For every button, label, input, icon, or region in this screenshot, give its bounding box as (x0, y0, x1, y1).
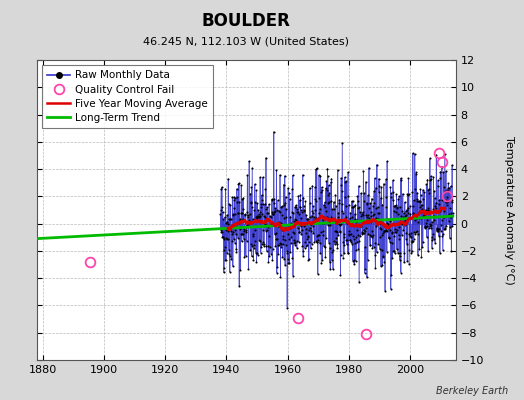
Text: BOULDER: BOULDER (202, 12, 291, 30)
Legend: Raw Monthly Data, Quality Control Fail, Five Year Moving Average, Long-Term Tren: Raw Monthly Data, Quality Control Fail, … (42, 65, 213, 128)
Text: 46.245 N, 112.103 W (United States): 46.245 N, 112.103 W (United States) (143, 36, 350, 46)
Y-axis label: Temperature Anomaly (°C): Temperature Anomaly (°C) (504, 136, 514, 284)
Text: Berkeley Earth: Berkeley Earth (436, 386, 508, 396)
